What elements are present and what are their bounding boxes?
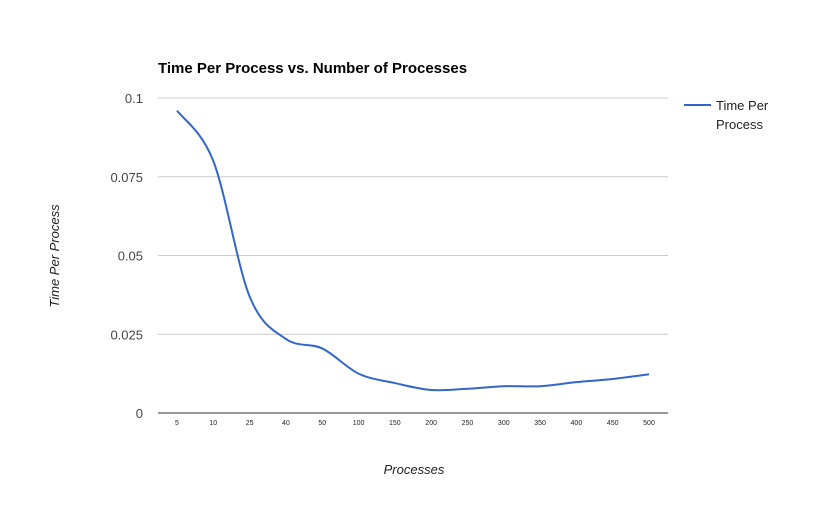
x-tick-label: 200 (425, 420, 437, 427)
x-tick-label: 50 (318, 420, 326, 427)
x-tick-label: 300 (498, 420, 510, 427)
y-tick-label: 0.025 (110, 327, 143, 342)
x-tick-label: 400 (571, 420, 583, 427)
series-line-time-per-process (176, 109, 650, 392)
x-tick-label: 25 (246, 420, 254, 427)
legend: Time Per Process (684, 98, 772, 132)
legend-label-line-2: Process (716, 117, 763, 132)
x-tick-label: 250 (462, 420, 474, 427)
x-axis-label: Processes (384, 462, 445, 477)
x-tick-label: 5 (175, 420, 179, 427)
x-tick-label: 500 (643, 420, 655, 427)
gridlines (158, 97, 668, 335)
x-tick-label: 150 (389, 420, 401, 427)
x-tick-label: 40 (282, 420, 290, 427)
x-tick-label: 450 (607, 420, 619, 427)
series-lines (176, 109, 650, 392)
y-tick-label: 0.1 (125, 91, 143, 106)
x-tick-label: 10 (209, 420, 217, 427)
x-tick-label: 350 (534, 420, 546, 427)
y-axis-label: Time Per Process (47, 204, 62, 308)
x-tick-labels: 5 10 25 40 50 100 150 200 250 300 350 400 450 500 (175, 420, 655, 427)
legend-label: Time Per Process (716, 98, 772, 132)
legend-label-line-1: Time Per (716, 98, 769, 113)
y-tick-label: 0 (136, 406, 143, 421)
y-tick-label: 0.05 (118, 249, 143, 264)
x-tick-label: 100 (353, 420, 365, 427)
chart-title: Time Per Process vs. Number of Processes (158, 60, 467, 77)
y-tick-labels: 0 0.025 0.05 0.075 0.1 (110, 91, 143, 421)
y-tick-label: 0.075 (110, 170, 143, 185)
